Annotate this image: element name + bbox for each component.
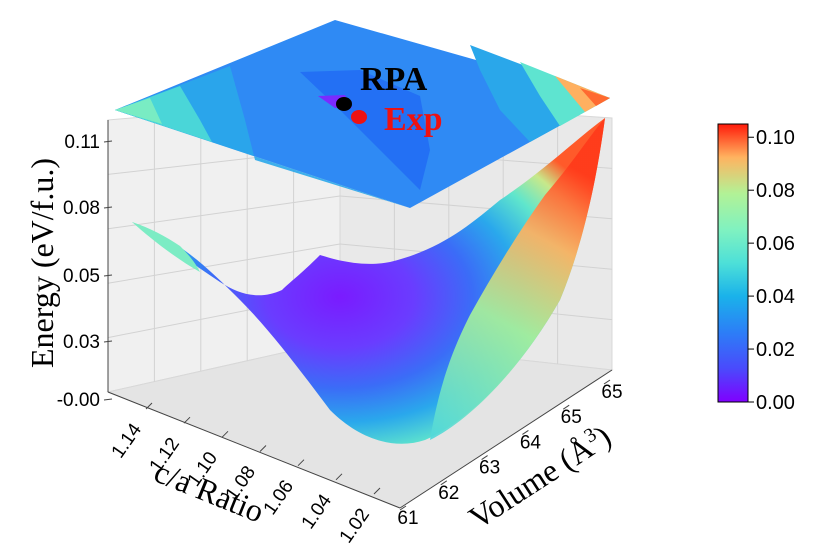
y-tick-mark [335, 473, 343, 481]
colorbar: 0.00 0.02 0.04 0.06 0.08 0.10 [717, 123, 795, 414]
z-tick-label: 0.03 [63, 332, 100, 353]
z-tick-mark [103, 140, 113, 143]
x-tick-mark [399, 505, 407, 511]
z-tick-label: 0.08 [63, 198, 100, 219]
exp-marker [351, 110, 367, 124]
x-tick-label: 64 [520, 432, 542, 453]
annotation-rpa: RPA [360, 61, 428, 98]
x-tick-mark [440, 480, 448, 486]
rpa-marker [336, 97, 352, 111]
colorbar-tick-label: 0.04 [756, 286, 795, 308]
x-tick-label: 63 [479, 458, 500, 479]
colorbar-tick-label: 0.02 [756, 339, 795, 361]
axis-lines [107, 120, 613, 509]
y-tick-mark [183, 416, 191, 424]
colorbar-ticks: 0.00 0.02 0.04 0.06 0.08 0.10 [748, 127, 795, 414]
z-tick-label: 0.11 [64, 132, 100, 153]
y-tick-mark [259, 445, 267, 452]
colorbar-tick-label: 0.06 [756, 233, 795, 255]
x-tick-label: 65 [561, 407, 582, 428]
x-tick-label: 61 [397, 508, 418, 529]
annotations: RPA Exp [336, 61, 443, 138]
z-tick-mark [103, 398, 113, 401]
z-tick-mark [103, 340, 113, 343]
colorbar-tick-label: 0.00 [756, 392, 795, 414]
x-tick-label: 62 [438, 483, 459, 504]
energy-surface [132, 118, 605, 444]
colorbar-gradient [717, 123, 749, 403]
y-tick-mark [297, 459, 305, 467]
y-tick-label: 1.02 [336, 505, 374, 547]
z-tick-mark [103, 206, 113, 209]
x-tick-mark [522, 429, 529, 435]
x-tick-mark [562, 404, 570, 410]
x-axis-ticks: 61 62 63 64 65 65 [397, 379, 623, 529]
y-tick-mark [373, 487, 381, 495]
y-tick-label: 1.14 [108, 419, 147, 462]
z-tick-label: 0.05 [63, 266, 100, 287]
z-axis-label: Energy (eV/f.u.) [24, 158, 60, 368]
z-tick-mark [103, 274, 113, 277]
x-tick-label: 65 [601, 382, 622, 403]
x-tick-mark [603, 379, 611, 385]
y-tick-mark [221, 430, 229, 438]
colorbar-tick-label: 0.10 [756, 127, 795, 149]
colorbar-tick-label: 0.08 [756, 180, 795, 202]
y-tick-mark [145, 402, 153, 410]
annotation-exp: Exp [384, 101, 443, 138]
z-tick-label: -0.00 [57, 390, 100, 411]
z-axis-ticks: -0.00 0.03 0.05 0.08 0.11 [57, 132, 113, 411]
x-tick-mark [481, 455, 488, 461]
y-tick-label: 1.04 [298, 490, 337, 533]
